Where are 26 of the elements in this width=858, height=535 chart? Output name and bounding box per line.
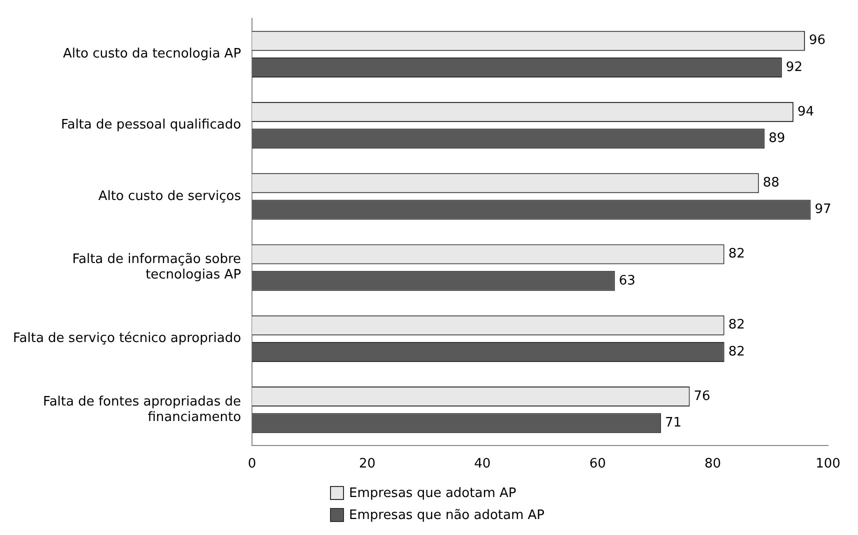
x-tick-label: 80	[704, 456, 722, 472]
y-tick-label: Alto custo de serviços	[98, 188, 242, 204]
data-label: 89	[768, 131, 786, 146]
data-label: 82	[728, 344, 745, 360]
y-tick-label: Falta de pessoal qualificado	[60, 118, 242, 133]
data-label: 71	[664, 416, 682, 431]
y-tick-label: Falta de fontes apropriadas de financiamento	[43, 394, 242, 426]
data-label: 82	[728, 318, 745, 333]
data-label: 96	[808, 33, 826, 48]
x-tick-label: 40	[474, 456, 491, 472]
y-tick-label: Alto custo da tecnologia AP	[62, 46, 242, 62]
y-tick-label: Falta de serviço técnico apropriado	[12, 331, 242, 346]
data-label: 63	[618, 273, 636, 288]
x-tick-label: 100	[816, 456, 840, 472]
y-tick-label: Falta de informação sobre tecnologias AP	[72, 252, 242, 283]
data-label: 97	[814, 202, 832, 218]
data-label: 94	[797, 104, 814, 120]
x-tick-label: 0	[248, 456, 256, 472]
data-label: 82	[728, 246, 745, 262]
data-label: 88	[762, 175, 780, 190]
x-tick-label: 60	[589, 456, 606, 472]
legend-label: Empresas que não adotam AP	[349, 508, 545, 522]
data-label: 76	[694, 388, 710, 404]
data-label: 92	[786, 60, 802, 75]
x-tick-label: 20	[358, 456, 376, 472]
legend-label: Empresas que adotam AP	[349, 486, 516, 500]
